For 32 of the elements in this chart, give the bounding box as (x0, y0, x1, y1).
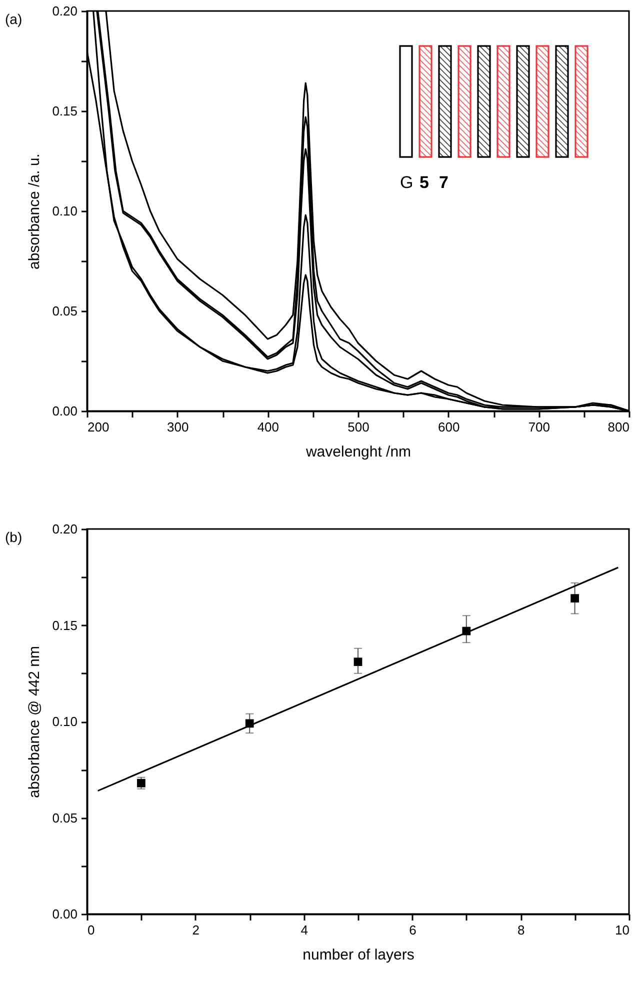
y-tick-label: 0.00 (52, 906, 78, 922)
x-tick-label: 500 (348, 420, 370, 434)
x-axis-title: wavelenght /nm (304, 444, 412, 460)
chart-title: (b) (5, 529, 22, 545)
y-tick-label: 0.20 (52, 4, 78, 18)
x-tick-label: 200 (88, 420, 110, 434)
y-tick-label: 0.15 (52, 104, 78, 118)
x-tick-label: 8 (517, 922, 525, 938)
x-tick-label: 10 (615, 922, 630, 938)
chart-title: (a) (5, 11, 22, 27)
y-axis-title: absorbance /a. u. (26, 154, 44, 270)
y-axis-title: absorbance @ 442 nm (26, 646, 44, 798)
annotation: 5 (419, 173, 429, 192)
x-tick-label: 700 (528, 420, 550, 434)
y-tick-label: 0.00 (52, 404, 78, 418)
x-tick-label: 800 (608, 420, 630, 434)
y-tick-label: 0.05 (52, 304, 78, 318)
x-tick-label: 2 (192, 922, 200, 938)
y-tick-label: 0.10 (52, 204, 78, 218)
x-tick-label: 4 (300, 922, 308, 938)
annotation: G (400, 173, 413, 192)
x-tick-label: 400 (257, 420, 280, 434)
x-tick-label: 6 (409, 922, 416, 938)
y-tick-label: 0.15 (52, 618, 78, 633)
x-tick-label: 600 (438, 420, 460, 434)
y-tick-label: 0.10 (52, 714, 78, 729)
y-tick-label: 0.05 (52, 810, 78, 826)
x-axis-title: number of layers (302, 946, 414, 964)
x-tick-label: 0 (88, 922, 95, 938)
y-tick-label: 0.20 (52, 522, 78, 536)
annotation: 7 (438, 173, 448, 192)
x-tick-label: 300 (166, 420, 189, 434)
